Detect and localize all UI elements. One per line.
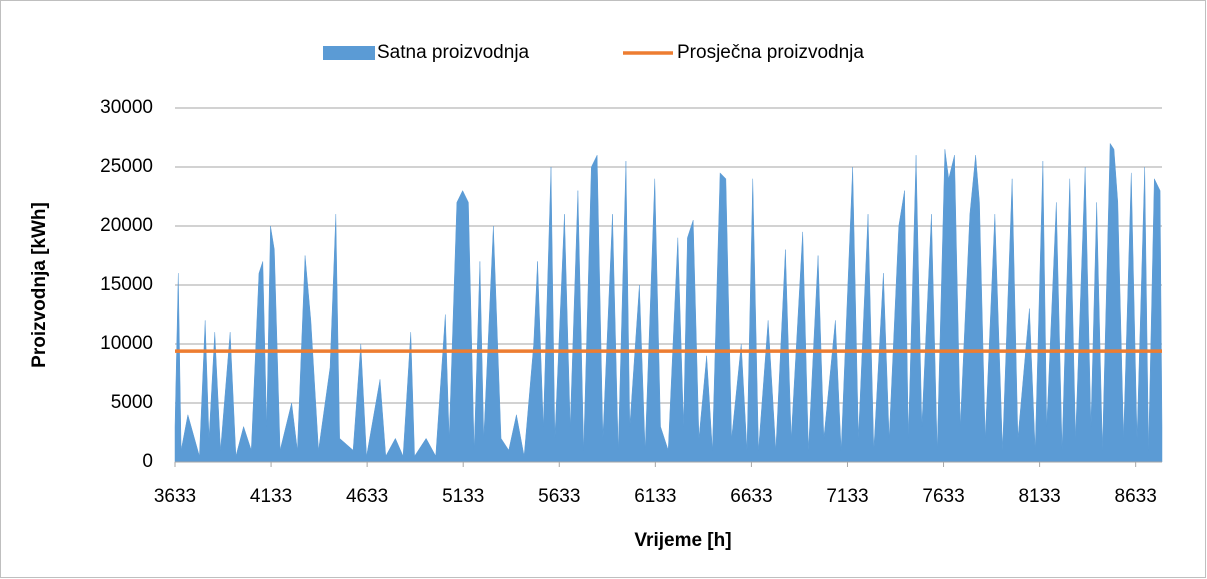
y-tick-label: 20000 <box>100 215 153 236</box>
legend-label: Prosječna proizvodnja <box>677 42 864 63</box>
x-tick-label: 5133 <box>442 486 484 507</box>
y-tick-label: 30000 <box>100 97 153 118</box>
x-tick-label: 8133 <box>1018 486 1060 507</box>
x-tick-label: 7133 <box>826 486 868 507</box>
x-tick-label: 3633 <box>154 486 196 507</box>
y-tick-label: 10000 <box>100 333 153 354</box>
x-tick-label: 7633 <box>922 486 964 507</box>
y-tick-label: 15000 <box>100 274 153 295</box>
legend-swatch <box>323 46 375 60</box>
legend-label: Satna proizvodnja <box>377 42 530 63</box>
x-tick-label: 5633 <box>538 486 580 507</box>
x-tick-label: 6633 <box>730 486 772 507</box>
y-tick-label: 25000 <box>100 156 153 177</box>
x-tick-label: 4633 <box>346 486 388 507</box>
x-tick-label: 8633 <box>1115 486 1157 507</box>
x-tick-label: 6133 <box>634 486 676 507</box>
x-tick-label: 4133 <box>250 486 292 507</box>
y-axis-title: Proizvodnja [kWh] <box>29 202 50 368</box>
y-tick-label: 0 <box>142 451 153 472</box>
y-tick-label: 5000 <box>111 392 153 413</box>
x-axis-title: Vrijeme [h] <box>634 530 731 551</box>
